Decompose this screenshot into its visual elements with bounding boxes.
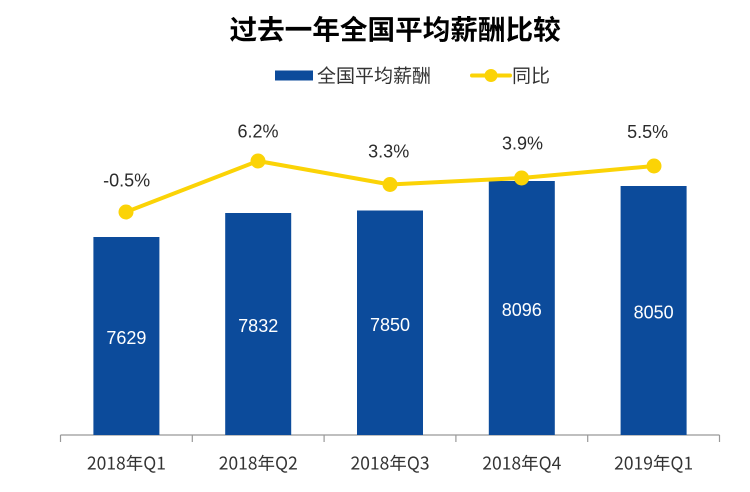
svg-text:-0.5%: -0.5% [103,171,150,191]
svg-text:3.9%: 3.9% [502,134,543,154]
svg-text:3.3%: 3.3% [368,142,409,162]
svg-text:7629: 7629 [106,328,146,348]
svg-text:7832: 7832 [238,316,278,336]
svg-text:6.2%: 6.2% [237,122,278,142]
svg-text:7850: 7850 [370,315,410,335]
svg-text:5.5%: 5.5% [627,122,668,142]
svg-text:8096: 8096 [502,300,542,320]
svg-text:8050: 8050 [634,303,674,323]
